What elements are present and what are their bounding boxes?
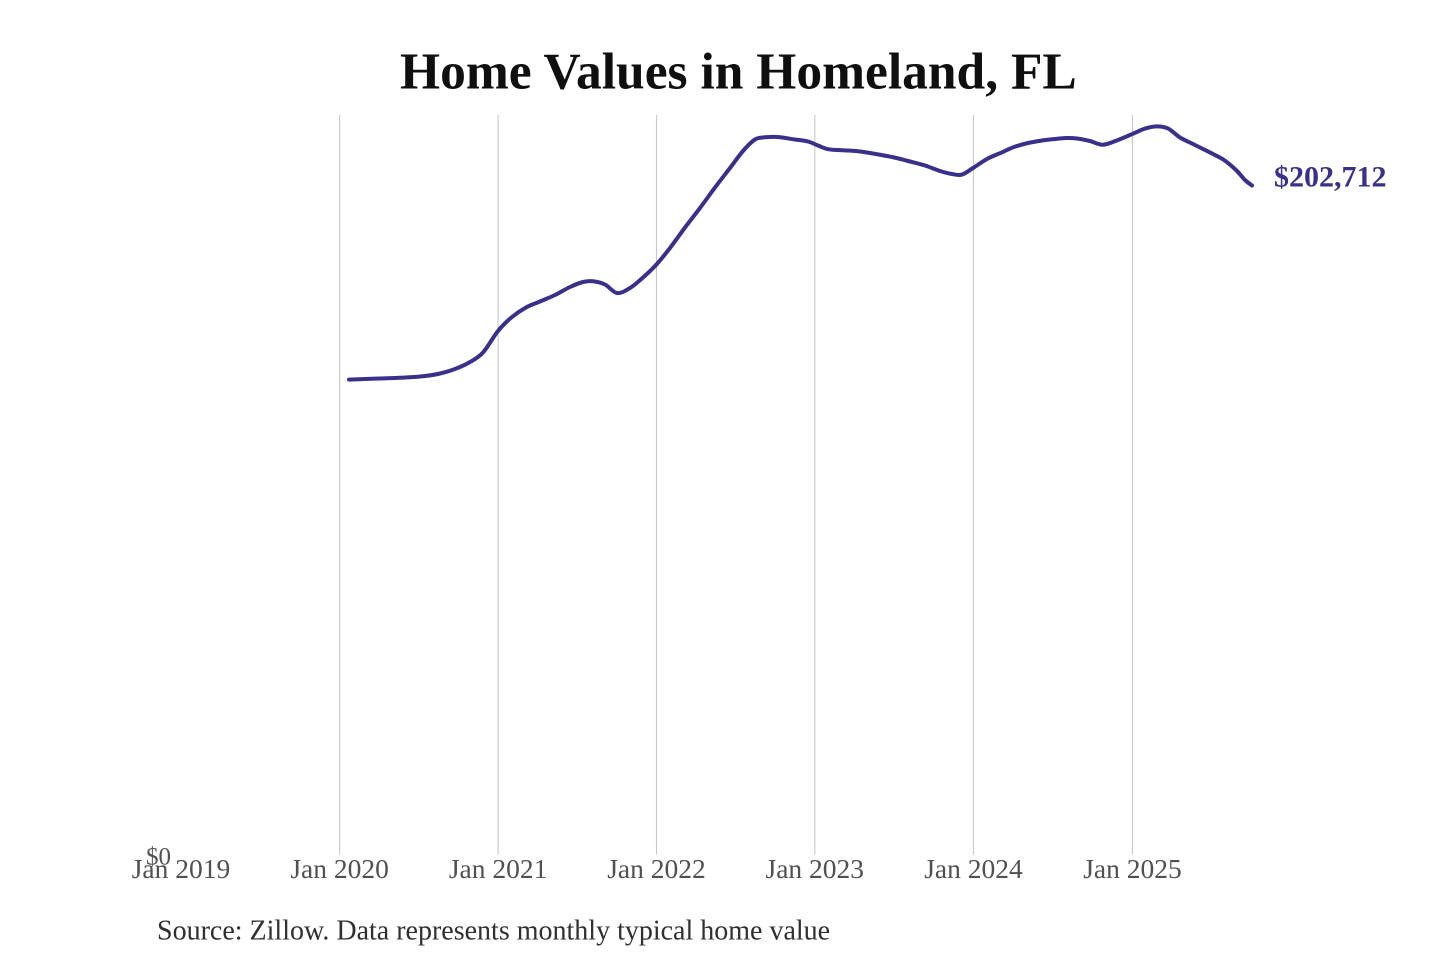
svg-text:Source: Zillow. Data represent: Source: Zillow. Data represents monthly … bbox=[157, 916, 830, 947]
svg-text:Jan 2022: Jan 2022 bbox=[607, 853, 706, 884]
svg-text:$202,712: $202,712 bbox=[1274, 160, 1387, 193]
svg-text:Jan 2023: Jan 2023 bbox=[766, 853, 865, 884]
svg-text:$0: $0 bbox=[146, 844, 171, 871]
svg-text:Jan 2019: Jan 2019 bbox=[132, 853, 231, 884]
svg-text:Jan 2025: Jan 2025 bbox=[1083, 853, 1182, 884]
svg-text:Jan 2024: Jan 2024 bbox=[924, 853, 1023, 884]
svg-text:Home Values in Homeland, FL: Home Values in Homeland, FL bbox=[400, 44, 1077, 101]
svg-text:Jan 2021: Jan 2021 bbox=[449, 853, 548, 884]
svg-text:Jan 2020: Jan 2020 bbox=[290, 853, 389, 884]
